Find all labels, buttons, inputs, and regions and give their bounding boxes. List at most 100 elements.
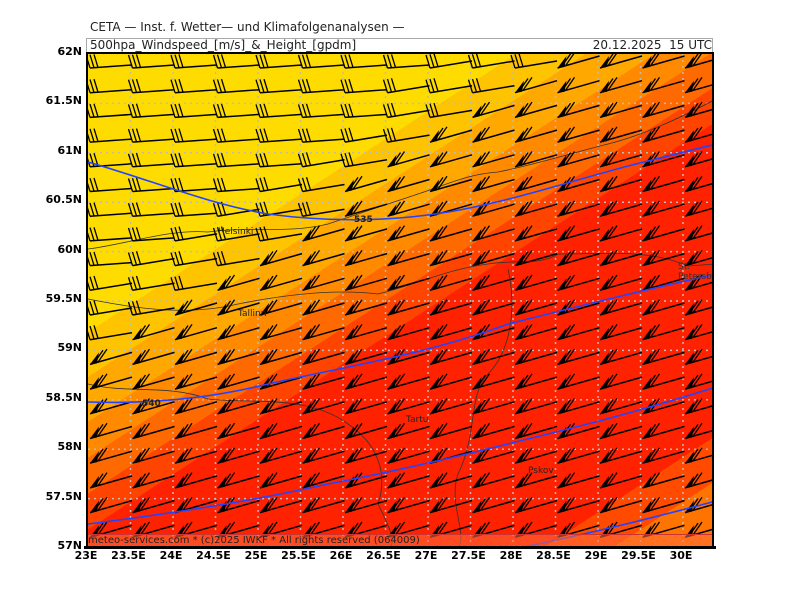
barb-pennant <box>175 451 184 464</box>
barb-feather <box>518 300 529 315</box>
barb-pennant <box>642 80 652 93</box>
barb-feather <box>174 79 180 93</box>
barb-feather <box>479 422 491 437</box>
wind-barb <box>599 200 643 217</box>
barb-feather <box>340 104 346 118</box>
barb-feather <box>394 521 406 536</box>
barb-feather <box>178 177 184 192</box>
barb-feather <box>89 252 95 266</box>
barb-feather <box>475 522 487 537</box>
barb-pennant <box>600 327 609 340</box>
barb-feather <box>348 176 359 191</box>
wind-barb <box>599 496 643 514</box>
barb-feather <box>220 349 232 364</box>
barb-feather <box>560 102 572 117</box>
wind-barb <box>557 225 600 242</box>
barb-shaft <box>89 64 133 69</box>
barb-feather <box>88 182 91 192</box>
barb-feather <box>382 79 389 93</box>
barb-pennant <box>387 426 397 439</box>
wind-barb <box>642 472 685 489</box>
wind-barb <box>472 299 515 316</box>
barb-feather <box>97 447 108 462</box>
barb-feather <box>692 496 703 511</box>
barb-pennant <box>472 352 482 365</box>
barb-feather <box>433 127 444 142</box>
barb-pennant <box>642 426 652 439</box>
barb-feather <box>88 330 91 340</box>
barb-shaft <box>472 84 515 94</box>
barb-feather <box>645 374 657 389</box>
barb-feather <box>170 227 176 242</box>
wind-barb <box>557 151 600 168</box>
barb-pennant <box>260 500 269 513</box>
barb-shaft <box>217 163 260 168</box>
barb-feather <box>263 473 274 488</box>
barb-feather <box>479 200 491 215</box>
wind-barb <box>344 348 388 366</box>
barb-feather <box>560 522 572 537</box>
barb-pennant <box>387 228 397 241</box>
barb-pennant <box>175 500 184 513</box>
wind-barb <box>387 249 430 267</box>
barb-feather <box>352 299 363 314</box>
barb-feather <box>263 374 274 389</box>
barb-feather <box>433 374 444 389</box>
barb-feather <box>479 324 491 338</box>
barb-feather <box>522 151 533 165</box>
subtitle-box <box>86 38 713 52</box>
wind-barb <box>344 225 388 242</box>
wind-barb <box>259 496 303 514</box>
barb-feather <box>522 101 533 116</box>
barb-feather <box>518 374 529 389</box>
barb-feather <box>352 200 363 215</box>
wind-barb <box>259 472 303 489</box>
barb-feather <box>692 447 703 462</box>
barb-feather <box>220 251 227 265</box>
barb-feather <box>603 423 614 438</box>
barb-feather <box>437 373 448 388</box>
wind-barb <box>514 299 558 316</box>
barb-pennant <box>557 451 567 464</box>
lat-tick-label: 59.5N <box>45 292 82 305</box>
barb-feather <box>305 349 317 364</box>
barb-feather <box>433 78 439 92</box>
barb-feather <box>518 448 529 463</box>
barb-feather <box>93 300 99 314</box>
wind-barb <box>174 324 218 341</box>
barb-feather <box>382 128 389 143</box>
wind-barb <box>88 275 133 292</box>
barb-feather <box>178 153 184 167</box>
barb-feather <box>607 447 618 462</box>
barb-feather <box>182 373 193 388</box>
barb-pennant <box>132 352 142 365</box>
barb-feather <box>475 349 487 364</box>
barb-pennant <box>557 204 567 217</box>
barb-feather <box>263 201 269 216</box>
barb-feather <box>692 521 703 536</box>
lon-tick-label: 24E <box>159 549 183 562</box>
barb-feather <box>433 275 444 290</box>
barb-feather <box>564 274 576 289</box>
valid-datetime: 20.12.2025 15 UTC <box>592 38 712 52</box>
barb-feather <box>88 158 91 167</box>
height-contour-540 <box>88 274 712 404</box>
barb-pennant <box>472 500 482 513</box>
barb-feather <box>170 79 176 93</box>
wind-barb <box>217 348 260 366</box>
barb-feather <box>135 128 142 142</box>
wind-barb <box>429 422 473 440</box>
barb-pennant <box>642 475 652 488</box>
barb-shaft <box>89 282 133 292</box>
barb-feather <box>394 496 406 511</box>
barb-feather <box>135 473 147 488</box>
barb-feather <box>437 225 448 239</box>
barb-feather <box>348 201 359 216</box>
wind-barb <box>599 151 643 168</box>
wind-barb <box>302 373 345 390</box>
barb-feather <box>688 201 699 216</box>
barb-feather <box>305 423 317 438</box>
barb-pennant <box>90 475 99 488</box>
lat-tick-label: 58N <box>57 440 82 454</box>
barb-feather <box>135 202 142 216</box>
